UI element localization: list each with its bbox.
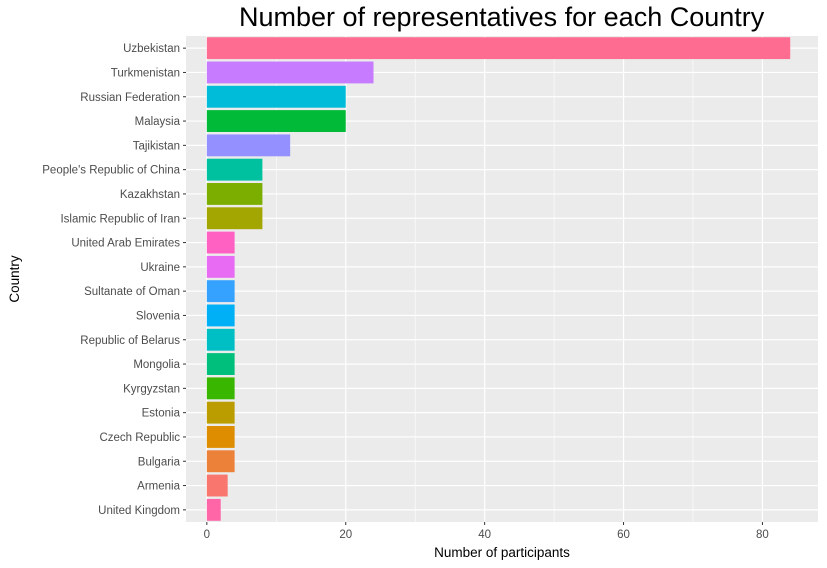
bar-kyrgyzstan xyxy=(206,377,235,400)
y-tick-label: Tajikistan xyxy=(133,140,180,152)
bar-tajikistan xyxy=(206,134,291,157)
bar-kazakhstan xyxy=(206,183,263,205)
y-tick-label: Armenia xyxy=(137,481,180,493)
x-tick-label: 60 xyxy=(617,529,630,541)
bar-islamic-republic-of-iran xyxy=(206,207,263,230)
y-tick-label: Kazakhstan xyxy=(120,189,180,201)
bar-republic-of-belarus xyxy=(206,328,235,351)
x-tick-label: 0 xyxy=(204,529,210,541)
y-tick-label: United Arab Emirates xyxy=(71,238,180,250)
bar-sultanate-of-oman xyxy=(206,280,235,303)
y-tick-label: Republic of Belarus xyxy=(80,335,180,347)
bar-ukraine xyxy=(206,255,235,278)
bar-united-arab-emirates xyxy=(206,231,235,254)
x-tick-label: 80 xyxy=(756,529,769,541)
plot-panel xyxy=(186,36,818,522)
y-tick-label: Slovenia xyxy=(136,310,181,322)
bar-estonia xyxy=(206,401,235,424)
bar-uzbekistan xyxy=(206,37,791,60)
y-tick-label: Sultanate of Oman xyxy=(84,286,180,298)
y-tick-label: Malaysia xyxy=(135,116,181,128)
bar-people-s-republic-of-china xyxy=(206,158,263,181)
bar-malaysia xyxy=(206,110,346,132)
y-tick-label: Kyrgyzstan xyxy=(123,383,180,395)
bar-czech-republic xyxy=(206,426,235,448)
y-tick-label: People's Republic of China xyxy=(42,165,180,177)
bar-armenia xyxy=(206,474,228,497)
bar-slovenia xyxy=(206,304,235,327)
y-axis-title: Country xyxy=(7,255,22,303)
y-tick-label: Mongolia xyxy=(133,359,180,371)
chart-title: Number of representatives for each Count… xyxy=(239,2,765,32)
x-tick-label: 20 xyxy=(339,529,352,541)
x-axis-title: Number of participants xyxy=(434,545,570,560)
y-tick-label: Bulgaria xyxy=(138,456,181,468)
bar-united-kingdom xyxy=(206,498,221,521)
bar-bulgaria xyxy=(206,450,235,473)
y-tick-label: Uzbekistan xyxy=(123,43,180,55)
bar-russian-federation xyxy=(206,85,346,108)
y-tick-label: Czech Republic xyxy=(99,432,180,444)
y-tick-label: United Kingdom xyxy=(98,505,180,517)
y-tick-label: Estonia xyxy=(142,408,181,420)
y-tick-label: Russian Federation xyxy=(80,92,180,104)
bar-turkmenistan xyxy=(206,61,374,84)
x-tick-label: 40 xyxy=(478,529,491,541)
y-tick-label: Turkmenistan xyxy=(111,67,180,79)
y-tick-label: Ukraine xyxy=(140,262,180,274)
bar-mongolia xyxy=(206,353,235,375)
y-tick-label: Islamic Republic of Iran xyxy=(60,213,180,225)
